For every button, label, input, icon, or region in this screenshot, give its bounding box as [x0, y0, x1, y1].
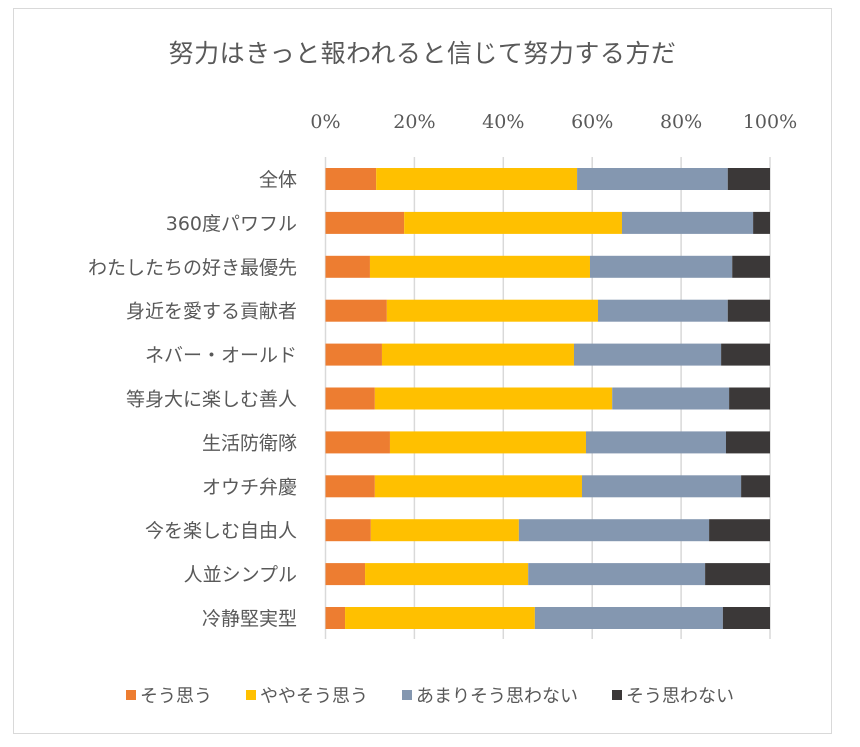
bar-segment [721, 343, 770, 366]
category-label: ネバー・オールド [145, 345, 297, 367]
bar-segment [325, 563, 366, 586]
legend-label: あまりそう思わない [416, 686, 578, 707]
bar-segment [528, 563, 706, 586]
legend-swatch [246, 690, 256, 700]
category-label: 生活防衛隊 [202, 432, 297, 454]
x-tick-label: 80% [660, 111, 702, 133]
legend-item: そう思う [126, 682, 212, 708]
bar-segment [325, 343, 382, 366]
bar-segment [722, 607, 770, 629]
category-label: 360度パワフル [166, 213, 297, 235]
bar-segment [404, 211, 622, 234]
legend-item: あまりそう思わない [402, 682, 578, 708]
bar-segment [325, 168, 377, 190]
bar-segment [573, 343, 722, 366]
bar-segment [376, 168, 578, 190]
bar-segment [725, 431, 770, 454]
bar-segment [581, 475, 742, 498]
bar-segment [345, 607, 535, 629]
x-tick-label: 60% [571, 111, 613, 133]
legend-swatch [126, 690, 136, 700]
bar-segment [325, 431, 390, 454]
x-tick-label: 100% [743, 111, 797, 133]
bar-segment [369, 255, 590, 278]
bar-segment [732, 255, 770, 278]
bar-segment [325, 299, 387, 322]
bar-segment [612, 387, 730, 410]
category-label: オウチ弁慶 [202, 476, 297, 498]
bar-segment [374, 475, 582, 498]
chart-title: 努力はきっと報われると信じて努力する方だ [168, 39, 677, 68]
bar-segment [589, 255, 733, 278]
legend-item: ややそう思う [246, 682, 368, 708]
bar-segment [325, 211, 405, 234]
bar-segment [370, 519, 519, 542]
bar-segment [597, 299, 728, 322]
bar-segment [621, 211, 754, 234]
legend-label: そう思う [140, 686, 212, 707]
x-tick-label: 20% [393, 111, 435, 133]
bar-segment [325, 255, 370, 278]
bar-segment [727, 168, 770, 190]
bar-segment [386, 299, 598, 322]
category-label: 人並シンプル [184, 564, 297, 586]
x-tick-label: 0% [310, 111, 340, 133]
category-label: 身近を愛する貢献者 [126, 301, 297, 323]
bar-segment [325, 519, 371, 542]
bar-segment [585, 431, 726, 454]
bar-segment [534, 607, 723, 629]
legend-swatch [402, 690, 412, 700]
bar-segment [709, 519, 770, 542]
category-label: 全体 [259, 169, 297, 191]
legend-label: ややそう思う [260, 686, 368, 707]
bar-segment [325, 387, 375, 410]
legend-item: そう思わない [612, 682, 734, 708]
category-label: 等身大に楽しむ善人 [126, 389, 297, 411]
bar-segment [325, 475, 375, 498]
x-tick-label: 40% [482, 111, 524, 133]
category-label: 今を楽しむ自由人 [145, 520, 297, 542]
bar-segment [365, 563, 529, 586]
bar-segment [325, 607, 346, 629]
legend: そう思う ややそう思う あまりそう思わない そう思わない [0, 682, 860, 708]
legend-label: そう思わない [626, 686, 734, 707]
bar-segment [381, 343, 574, 366]
bar-segment [705, 563, 770, 586]
category-label: わたしたちの好き最優先 [88, 257, 297, 279]
bar-segment [753, 211, 770, 234]
legend-swatch [612, 690, 622, 700]
bar-segment [389, 431, 586, 454]
bar-segment [374, 387, 613, 410]
bar-segment [741, 475, 770, 498]
bar-segment [729, 387, 770, 410]
bar-segment [727, 299, 770, 322]
bar-segment [577, 168, 728, 190]
bar-segment [518, 519, 710, 542]
category-label: 冷静堅実型 [202, 608, 297, 630]
